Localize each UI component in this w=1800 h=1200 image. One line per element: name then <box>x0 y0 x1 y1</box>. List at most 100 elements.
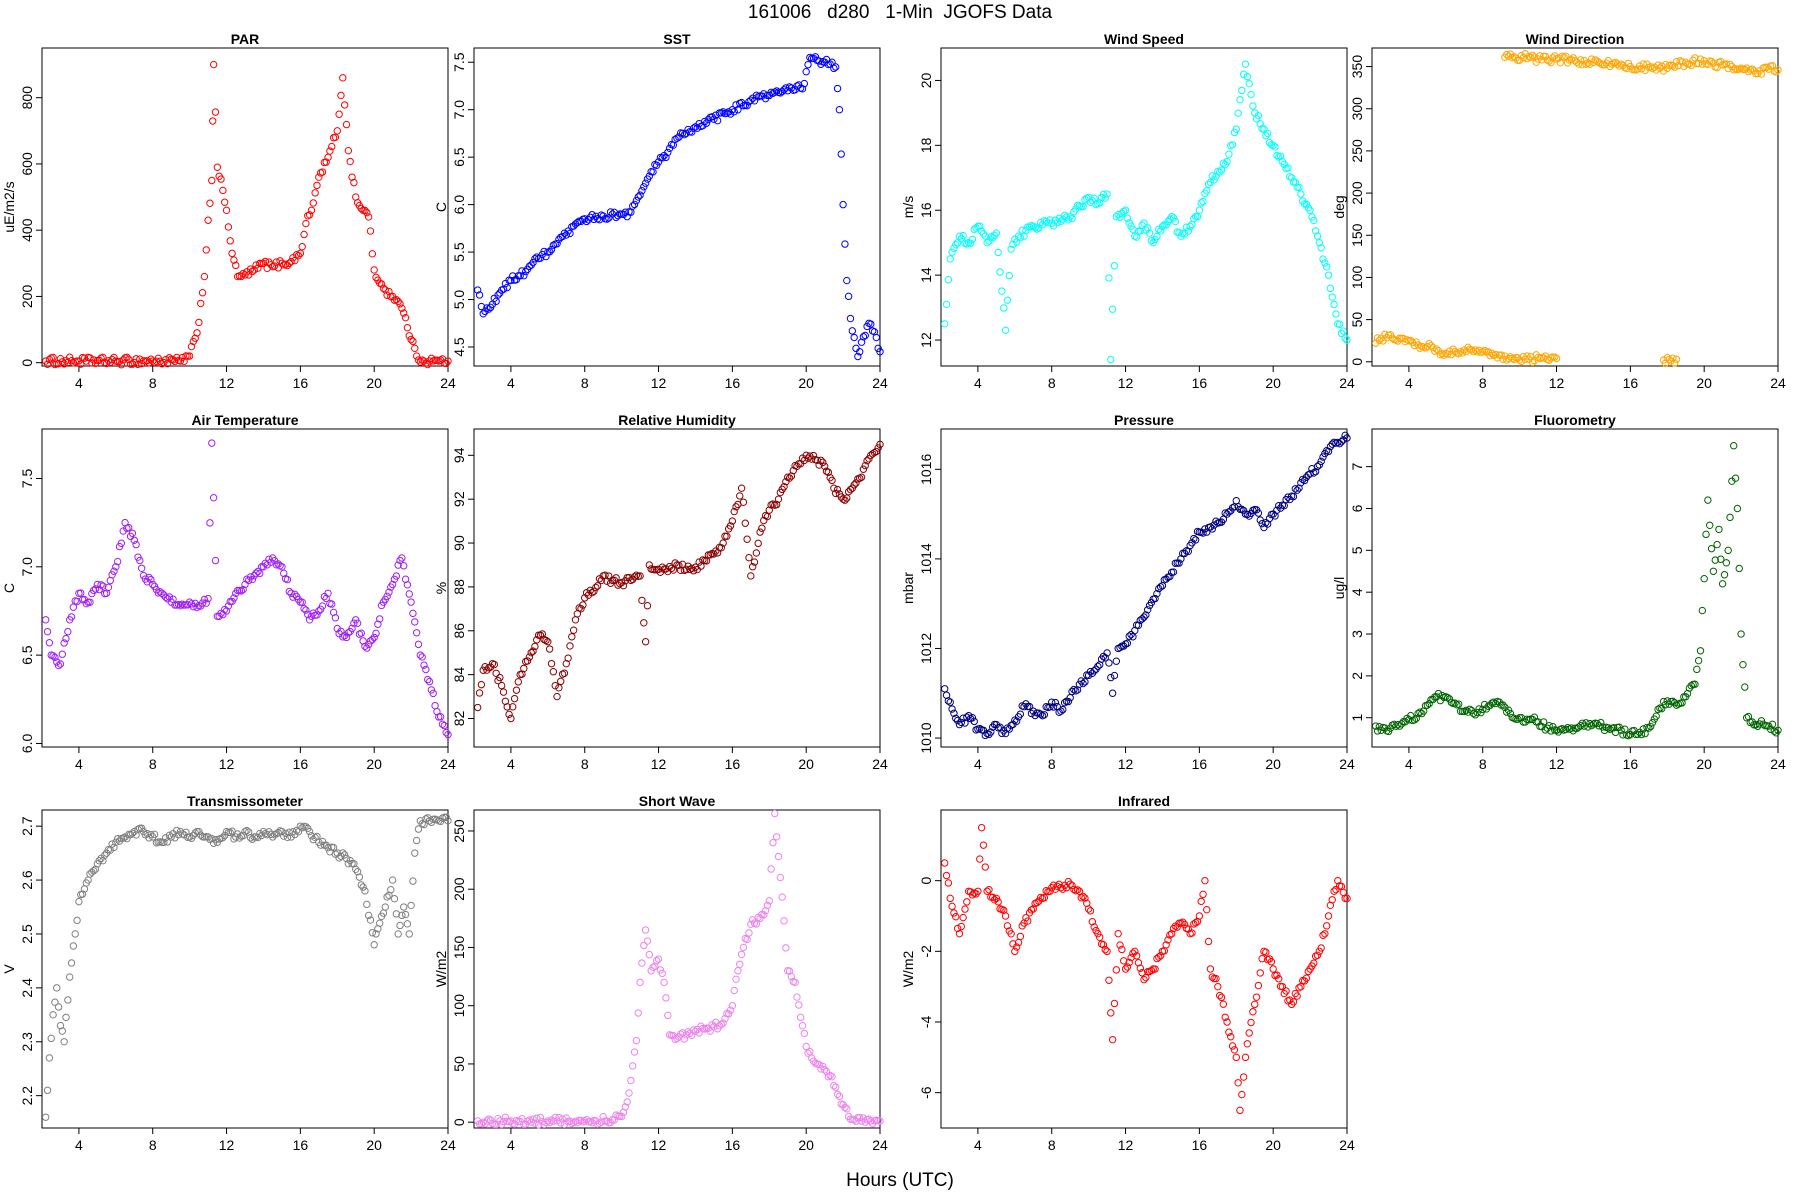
infrared-point <box>1164 936 1172 944</box>
relative-humidity-x-tick-label: 24 <box>872 756 888 772</box>
wind-direction-point <box>1707 57 1716 66</box>
short-wave-point <box>573 1118 582 1127</box>
short-wave-point <box>835 1092 844 1101</box>
fluorometry-point <box>1539 718 1548 726</box>
pressure-point <box>1012 717 1021 725</box>
wind-speed-point <box>1271 143 1279 151</box>
pressure-point <box>970 717 978 726</box>
sst-point <box>638 187 646 195</box>
relative-humidity-y-tick-label: 88 <box>451 579 467 595</box>
par-point <box>101 358 109 367</box>
sst-point <box>483 304 491 312</box>
wind-speed-point <box>1315 238 1324 247</box>
fluorometry-point <box>1698 606 1707 615</box>
short-wave-point <box>824 1073 833 1081</box>
relative-humidity-point <box>689 567 698 575</box>
par-point <box>219 186 227 195</box>
infrared-point <box>1184 925 1192 933</box>
infrared-point <box>1313 951 1322 959</box>
pressure-point <box>1208 525 1216 533</box>
sst-point <box>758 92 766 100</box>
par-point <box>228 249 236 258</box>
relative-humidity-y-tick-label: 92 <box>451 491 467 507</box>
pressure-point <box>1066 694 1074 702</box>
pressure-point <box>1315 461 1324 469</box>
transmissometer-point <box>128 829 137 838</box>
par-x-tick-label: 12 <box>219 375 235 391</box>
pressure-point <box>1055 708 1063 716</box>
air-temperature-point <box>43 627 52 636</box>
transmissometer-point <box>69 942 78 950</box>
pressure-point <box>1101 654 1109 662</box>
par-point <box>363 208 371 217</box>
fluorometry-point <box>1700 575 1708 583</box>
infrared-point <box>1151 965 1159 973</box>
transmissometer-point <box>302 823 310 831</box>
par-point <box>270 262 279 270</box>
infrared-point <box>1215 991 1224 1000</box>
relative-humidity-point <box>719 539 727 547</box>
transmissometer-point <box>41 1113 50 1121</box>
sst-point <box>843 276 851 285</box>
pressure-point <box>1206 523 1215 531</box>
pressure-point <box>944 697 953 705</box>
sst-point <box>791 86 799 94</box>
wind-speed-point <box>1330 300 1338 309</box>
relative-humidity-point <box>876 440 884 449</box>
fluorometry-point <box>1718 580 1727 588</box>
wind-speed-point <box>1014 232 1023 240</box>
air-temperature-point <box>62 634 70 643</box>
sst-point <box>671 135 679 144</box>
fluorometry-point <box>1658 704 1666 713</box>
air-temperature-point <box>248 575 257 584</box>
short-wave-point <box>876 1117 884 1125</box>
fluorometry-point <box>1741 683 1749 691</box>
infrared-x-tick-label: 24 <box>1339 1137 1355 1153</box>
wind-speed-point <box>1199 197 1207 206</box>
air-temperature-point <box>108 571 116 579</box>
air-temperature-x-tick-label: 24 <box>440 756 456 772</box>
short-wave-point <box>800 1029 809 1038</box>
par-point <box>407 335 415 344</box>
par-point <box>322 158 330 166</box>
infrared-point <box>1112 966 1121 974</box>
air-temperature-point <box>291 590 299 599</box>
infrared-point <box>948 902 956 911</box>
infrared-point <box>1223 1018 1231 1026</box>
pressure-point <box>1057 707 1065 715</box>
relative-humidity-point <box>745 553 753 562</box>
relative-humidity-x-tick-label: 8 <box>581 756 589 772</box>
par-point <box>422 359 430 367</box>
wind-speed-point <box>1009 240 1017 249</box>
short-wave-point <box>708 1021 716 1029</box>
wind-direction-point <box>1438 349 1446 358</box>
air-temperature-point <box>97 581 105 589</box>
par-point <box>248 267 257 276</box>
sst-point <box>473 286 482 294</box>
infrared-point <box>1343 894 1351 903</box>
transmissometer-point <box>95 857 103 865</box>
air-temperature-point <box>394 561 402 569</box>
infrared-point <box>1079 892 1087 901</box>
transmissometer-point <box>73 916 81 925</box>
relative-humidity-point <box>717 544 725 552</box>
infrared-point <box>1212 974 1220 983</box>
fluorometry-point <box>1490 698 1498 706</box>
wind-direction-point <box>1525 52 1533 61</box>
transmissometer-point <box>287 833 295 841</box>
sst-point <box>479 310 487 318</box>
wind-speed-point <box>1215 168 1224 176</box>
par-point <box>337 91 345 100</box>
infrared-point <box>1324 912 1333 920</box>
infrared-point <box>1245 1029 1253 1037</box>
wind-speed-y-tick-label: 12 <box>918 332 934 348</box>
relative-humidity-point <box>846 485 855 494</box>
short-wave-y-tick-label: 0 <box>451 1118 467 1126</box>
sst-point <box>542 252 550 261</box>
fluorometry-point <box>1530 713 1539 721</box>
infrared-point <box>1131 947 1139 956</box>
transmissometer-point <box>372 930 380 938</box>
wind-direction-point <box>1456 347 1465 356</box>
relative-humidity-y-tick-label: 86 <box>451 623 467 639</box>
air-temperature-point <box>374 620 382 628</box>
